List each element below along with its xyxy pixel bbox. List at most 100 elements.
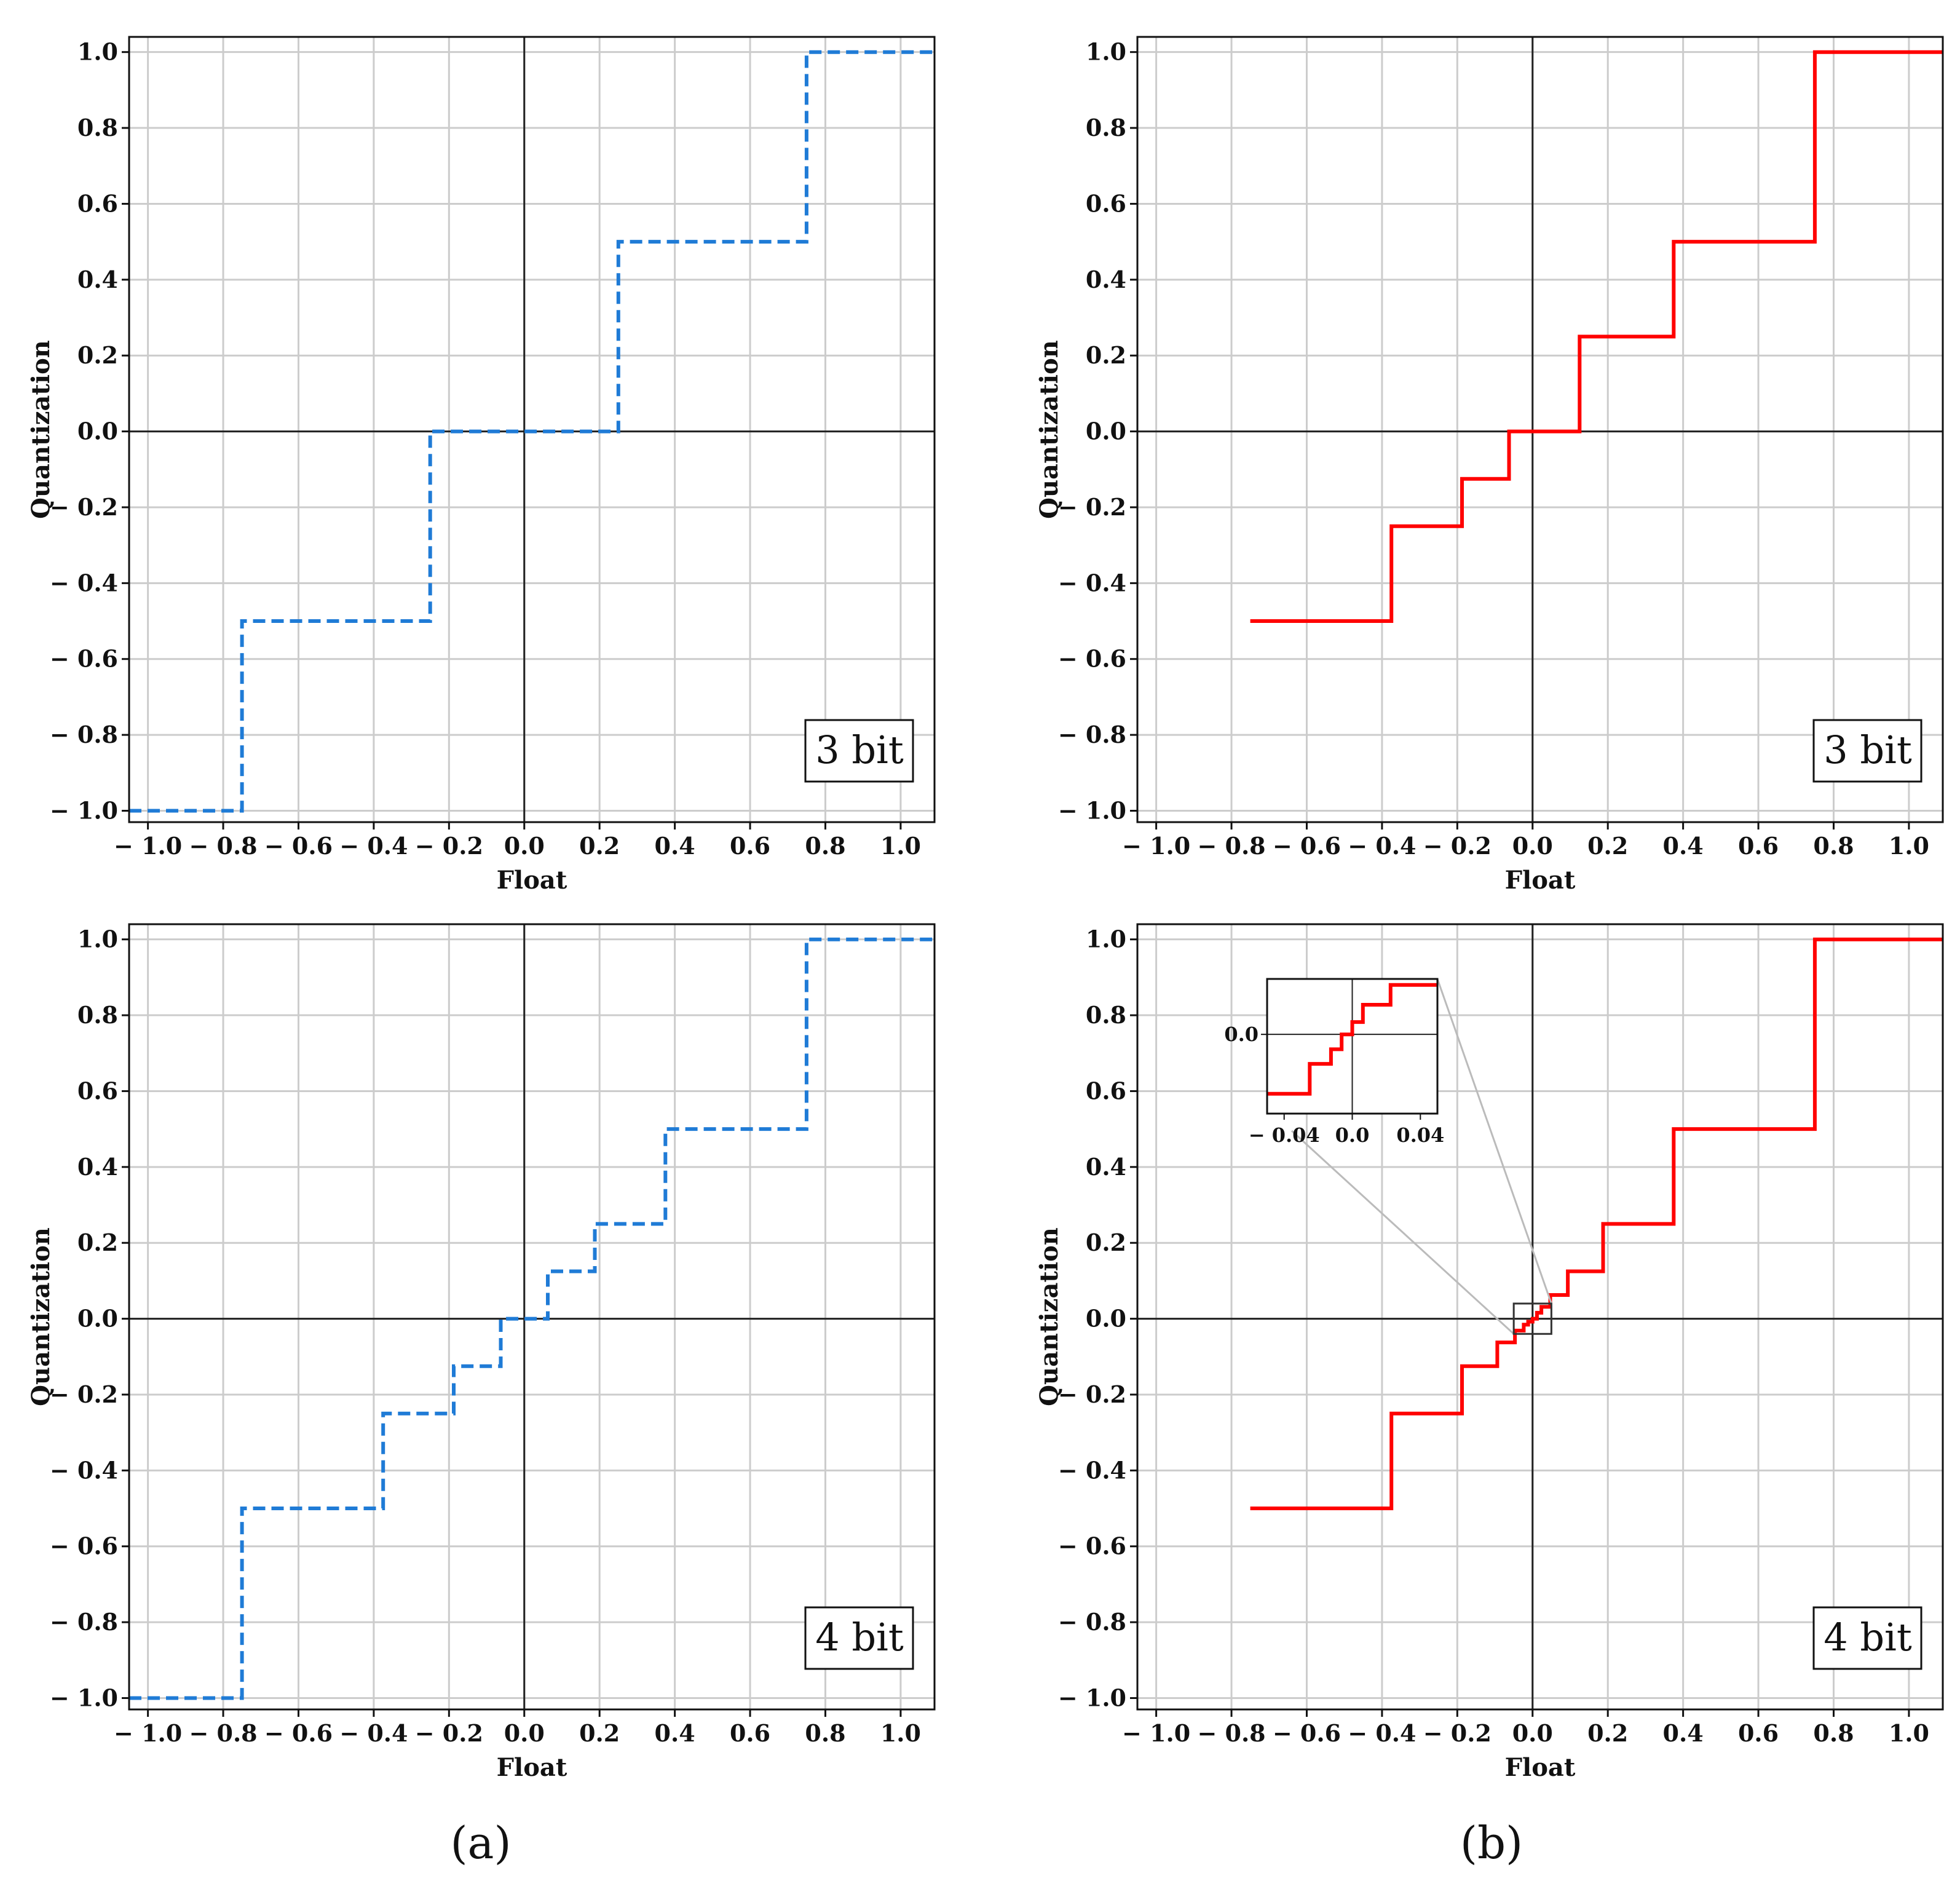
x-tick-label-1: − 0.8 <box>1197 832 1265 860</box>
inset-x-tick-label-1: 0.0 <box>1335 1123 1370 1147</box>
zoom-connector-left <box>1290 1130 1515 1335</box>
x-tick-label-5: 0.0 <box>1512 1719 1553 1747</box>
y-tick-label-6: − 0.2 <box>50 493 118 521</box>
zoom-region-box <box>1512 1302 1552 1335</box>
y-tick-label-8: − 0.6 <box>50 1532 118 1560</box>
y-tick-label-0: 1.0 <box>1086 925 1126 953</box>
x-tick-label-4: − 0.2 <box>1423 1719 1492 1747</box>
x-tick-label-10: 1.0 <box>1889 832 1929 860</box>
y-tick-label-6: − 0.2 <box>1058 493 1126 521</box>
y-tick-label-0: 1.0 <box>1086 38 1126 66</box>
annotation-box <box>1812 1606 1922 1670</box>
y-tick-label-4: 0.2 <box>1086 341 1126 369</box>
y-tick-label-3: 0.4 <box>77 266 118 293</box>
axes-frame <box>128 923 936 1711</box>
x-axis-label: Float <box>1505 1753 1576 1782</box>
y-tick-label-1: 0.8 <box>77 1001 118 1029</box>
x-tick-label-2: − 0.6 <box>1273 1719 1341 1747</box>
annotation-box <box>1812 719 1922 783</box>
x-tick-label-1: − 0.8 <box>189 1719 257 1747</box>
y-tick-label-8: − 0.6 <box>50 645 118 673</box>
y-tick-label-2: 0.6 <box>1086 189 1126 217</box>
annotation-box <box>804 719 914 783</box>
y-tick-label-4: 0.2 <box>1086 1229 1126 1256</box>
x-tick-label-8: 0.6 <box>730 832 770 860</box>
subplot-1: − 1.0 − 0.8 − 0.6 − 0.4 − 0.2 0.0 0.2 0.4 0.6 0.8… <box>26 36 936 895</box>
x-tick-label-8: 0.6 <box>730 1719 770 1747</box>
y-tick-label-9: − 0.8 <box>50 1608 118 1636</box>
y-tick-label-5: 0.0 <box>1086 1305 1126 1333</box>
y-tick-label-8: − 0.6 <box>1058 1532 1126 1560</box>
x-tick-label-4: − 0.2 <box>1423 832 1492 860</box>
y-tick-label-1: 0.8 <box>77 114 118 141</box>
x-tick-label-9: 0.8 <box>805 832 845 860</box>
y-tick-label-7: − 0.4 <box>1058 1456 1126 1484</box>
x-axis-label: Float <box>497 866 567 895</box>
x-tick-label-10: 1.0 <box>1889 1719 1929 1747</box>
y-axis-label: Quantization <box>26 1227 55 1406</box>
y-tick-label-8: − 0.6 <box>1058 645 1126 673</box>
y-tick-label-10: − 1.0 <box>1058 796 1126 824</box>
inset-x-tick-label-2: 0.04 <box>1396 1123 1444 1147</box>
series-line-1 <box>129 50 935 813</box>
y-tick-label-6: − 0.2 <box>50 1380 118 1408</box>
x-tick-label-2: − 0.6 <box>264 1719 333 1747</box>
y-tick-label-5: 0.0 <box>77 1305 118 1333</box>
y-tick-label-0: 1.0 <box>77 925 118 953</box>
x-tick-label-2: − 0.6 <box>264 832 333 860</box>
y-tick-label-9: − 0.8 <box>1058 1608 1126 1636</box>
x-tick-label-3: − 0.4 <box>1348 832 1416 860</box>
x-axis-label: Float <box>497 1753 567 1782</box>
y-tick-label-5: 0.0 <box>77 418 118 445</box>
annotation-label: 4 bit <box>815 1615 904 1660</box>
annotation-label: 3 bit <box>1824 727 1912 772</box>
y-tick-label-2: 0.6 <box>1086 1077 1126 1104</box>
subplot-3: − 1.0− 0.8− 0.6− 0.4− 0.2 0.0 0.2 0.4 0.6 0.8… <box>26 923 936 1782</box>
subplot-4: − 1.0− 0.8− 0.6− 0.4− 0.2 0.0 0.2 0.4 0.6 0.8… <box>1035 923 1944 1782</box>
inset-series-line <box>1267 983 1437 1096</box>
subplot-2: − 1.0− 0.8− 0.6− 0.4− 0.2 0.0 0.2 0.4 0.6 0.8… <box>1035 36 1944 895</box>
x-tick-label-7: 0.4 <box>655 832 695 860</box>
y-axis-label: Quantization <box>1035 1227 1064 1406</box>
y-tick-label-10: − 1.0 <box>50 796 118 824</box>
x-tick-label-9: 0.8 <box>1813 1719 1854 1747</box>
x-tick-label-9: 0.8 <box>1813 832 1854 860</box>
x-tick-label-3: − 0.4 <box>1348 1719 1416 1747</box>
series-line-1 <box>129 937 935 1700</box>
axes-frame <box>1136 36 1944 823</box>
x-tick-label-8: 0.6 <box>1738 1719 1779 1747</box>
annotation-label: 3 bit <box>815 727 904 772</box>
x-tick-label-6: 0.2 <box>1587 832 1628 860</box>
x-tick-label-6: 0.2 <box>1587 1719 1628 1747</box>
x-tick-label-4: − 0.2 <box>415 1719 483 1747</box>
x-tick-label-7: 0.4 <box>1663 1719 1704 1747</box>
zoom-inset: − 0.04 0.0 0.04 0.0 <box>1224 978 1552 1335</box>
y-tick-label-9: − 0.8 <box>50 721 118 748</box>
x-tick-label-3: − 0.4 <box>339 1719 408 1747</box>
y-tick-label-10: − 1.0 <box>1058 1684 1126 1711</box>
y-tick-label-9: − 0.8 <box>1058 721 1126 748</box>
inset-x-tick-label-0: − 0.04 <box>1249 1123 1320 1147</box>
annotation-label: 4 bit <box>1824 1615 1912 1660</box>
y-tick-label-5: 0.0 <box>1086 418 1126 445</box>
y-tick-label-3: 0.4 <box>1086 266 1126 293</box>
series-line-1 <box>1250 50 1943 623</box>
x-tick-label-6: 0.2 <box>579 832 620 860</box>
y-tick-label-3: 0.4 <box>77 1153 118 1181</box>
x-tick-label-4: − 0.2 <box>415 832 483 860</box>
x-tick-label-0: − 1.0 <box>114 1719 182 1747</box>
x-tick-label-5: 0.0 <box>504 832 545 860</box>
y-tick-label-10: − 1.0 <box>50 1684 118 1711</box>
x-tick-label-8: 0.6 <box>1738 832 1779 860</box>
y-tick-label-3: 0.4 <box>1086 1153 1126 1181</box>
y-tick-label-2: 0.6 <box>77 1077 118 1104</box>
y-axis-label: Quantization <box>26 340 55 519</box>
x-axis-label: Float <box>1505 866 1576 895</box>
x-tick-label-7: 0.4 <box>655 1719 695 1747</box>
y-tick-label-1: 0.8 <box>1086 114 1126 141</box>
zoom-connector-right <box>1436 978 1552 1304</box>
y-tick-label-4: 0.2 <box>77 341 118 369</box>
x-tick-label-2: − 0.6 <box>1273 832 1341 860</box>
y-tick-label-7: − 0.4 <box>50 569 118 596</box>
